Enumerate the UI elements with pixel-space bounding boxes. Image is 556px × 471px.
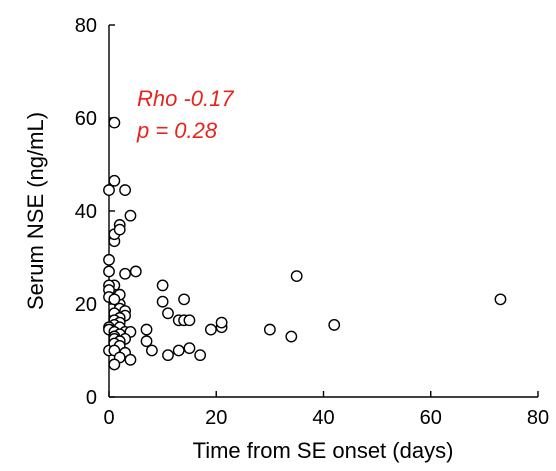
data-point — [178, 293, 190, 306]
x-tick-label: 0 — [103, 407, 114, 429]
data-point — [328, 319, 341, 331]
data-point — [108, 116, 121, 129]
data-point — [103, 265, 115, 278]
data-point — [183, 342, 196, 355]
y-tick-label: 0 — [86, 387, 97, 409]
data-point — [119, 267, 131, 280]
data-point — [113, 223, 126, 236]
data-point — [162, 349, 174, 362]
data-point — [124, 353, 137, 366]
x-tick-label: 60 — [420, 407, 442, 429]
data-point — [129, 265, 142, 278]
x-tick-label: 20 — [205, 407, 227, 429]
y-tick-label: 80 — [75, 15, 97, 37]
data-point — [494, 293, 507, 306]
data-point — [162, 307, 174, 320]
y-tick-label: 60 — [75, 108, 97, 130]
data-point — [145, 344, 158, 357]
data-point — [183, 314, 196, 327]
y-axis-title: Serum NSE (ng/mL) — [23, 112, 48, 310]
y-tick-label: 40 — [75, 201, 97, 223]
x-tick-label: 80 — [527, 407, 549, 429]
data-point — [156, 279, 169, 292]
x-tick-label: 40 — [312, 407, 334, 429]
data-point — [103, 253, 115, 266]
x-axis-title: Time from SE onset (days) — [193, 438, 454, 463]
data-point — [108, 358, 121, 371]
data-point — [124, 209, 137, 222]
data-point — [285, 330, 298, 343]
data-point — [140, 323, 153, 336]
data-point — [140, 335, 153, 348]
data-point — [194, 349, 207, 362]
data-points — [103, 116, 507, 371]
x-axis: 0 20 40 60 80 — [103, 391, 549, 429]
data-point — [215, 316, 228, 329]
data-point — [103, 184, 115, 196]
data-point — [172, 344, 185, 357]
data-point — [263, 323, 276, 336]
annotation-p-value: p = 0.28 — [136, 118, 218, 143]
data-point — [119, 184, 131, 196]
data-point — [156, 295, 169, 308]
data-point — [204, 323, 217, 336]
annotation-rho: Rho -0.17 — [137, 86, 234, 111]
data-point — [108, 293, 121, 306]
data-point — [290, 270, 303, 282]
data-point — [108, 174, 121, 187]
y-tick-label: 20 — [75, 294, 97, 316]
